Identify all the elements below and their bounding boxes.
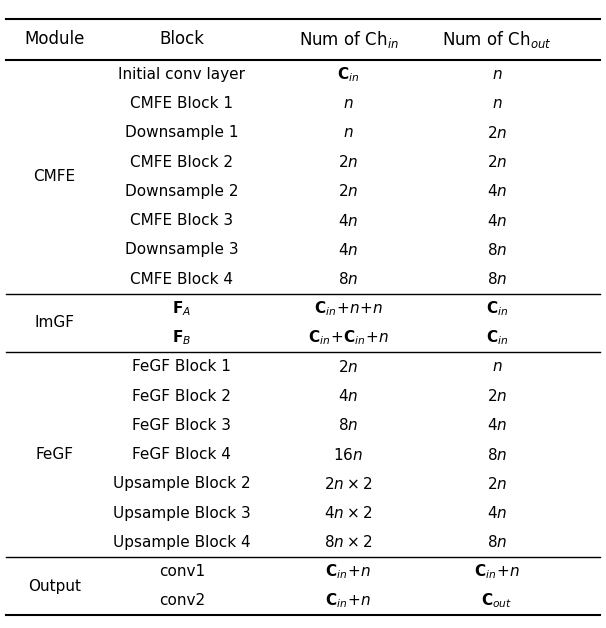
Text: Downsample 3: Downsample 3 xyxy=(125,242,239,257)
Text: $2n$: $2n$ xyxy=(338,183,359,199)
Text: Downsample 2: Downsample 2 xyxy=(125,184,239,199)
Text: CMFE: CMFE xyxy=(33,169,76,184)
Text: $2n$: $2n$ xyxy=(487,476,507,492)
Text: $2n$: $2n$ xyxy=(338,359,359,375)
Text: conv1: conv1 xyxy=(159,564,205,579)
Text: $n$: $n$ xyxy=(491,67,502,82)
Text: ImGF: ImGF xyxy=(35,315,75,330)
Text: $4n$: $4n$ xyxy=(338,212,359,229)
Text: $4n$: $4n$ xyxy=(487,505,507,521)
Text: Output: Output xyxy=(28,578,81,593)
Text: $8n$: $8n$ xyxy=(338,271,359,287)
Text: FeGF Block 1: FeGF Block 1 xyxy=(132,359,231,374)
Text: $\mathbf{C}_{in}$: $\mathbf{C}_{in}$ xyxy=(338,65,359,84)
Text: FeGF: FeGF xyxy=(36,447,73,462)
Text: Upsample Block 4: Upsample Block 4 xyxy=(113,535,251,550)
Text: $16n$: $16n$ xyxy=(333,447,364,463)
Text: $\mathbf{C}_{in}$: $\mathbf{C}_{in}$ xyxy=(486,328,508,347)
Text: Num of Ch$_{out}$: Num of Ch$_{out}$ xyxy=(442,29,551,50)
Text: FeGF Block 2: FeGF Block 2 xyxy=(132,389,231,404)
Text: $8n$: $8n$ xyxy=(487,271,507,287)
Text: $\mathbf{C}_{in}\!+\!n$: $\mathbf{C}_{in}\!+\!n$ xyxy=(325,562,371,581)
Text: conv2: conv2 xyxy=(159,593,205,609)
Text: $8n$: $8n$ xyxy=(487,534,507,550)
Text: Num of Ch$_{in}$: Num of Ch$_{in}$ xyxy=(299,29,398,50)
Text: $8n$: $8n$ xyxy=(487,242,507,258)
Text: $8n$: $8n$ xyxy=(487,447,507,463)
Text: $n$: $n$ xyxy=(491,359,502,374)
Text: $\mathbf{C}_{out}$: $\mathbf{C}_{out}$ xyxy=(481,592,513,610)
Text: $4n$: $4n$ xyxy=(338,388,359,404)
Text: $2n \times 2$: $2n \times 2$ xyxy=(324,476,373,492)
Text: $4n \times 2$: $4n \times 2$ xyxy=(324,505,373,521)
Text: $4n$: $4n$ xyxy=(487,183,507,199)
Text: CMFE Block 4: CMFE Block 4 xyxy=(130,271,233,286)
Text: FeGF Block 4: FeGF Block 4 xyxy=(132,447,231,462)
Text: $\mathbf{C}_{in}\!+\!\mathbf{C}_{in}\!+\!n$: $\mathbf{C}_{in}\!+\!\mathbf{C}_{in}\!+\… xyxy=(308,328,389,347)
Text: $8n \times 2$: $8n \times 2$ xyxy=(324,534,373,550)
Text: $n$: $n$ xyxy=(491,96,502,111)
Text: $8n$: $8n$ xyxy=(338,417,359,433)
Text: CMFE Block 3: CMFE Block 3 xyxy=(130,213,233,228)
Text: FeGF Block 3: FeGF Block 3 xyxy=(132,418,231,433)
Text: Upsample Block 2: Upsample Block 2 xyxy=(113,476,251,491)
Text: $2n$: $2n$ xyxy=(338,154,359,170)
Text: $4n$: $4n$ xyxy=(487,212,507,229)
Text: $n$: $n$ xyxy=(343,126,354,140)
Text: $\mathbf{C}_{in}\!+\!n$: $\mathbf{C}_{in}\!+\!n$ xyxy=(325,592,371,610)
Text: CMFE Block 1: CMFE Block 1 xyxy=(130,96,233,111)
Text: Downsample 1: Downsample 1 xyxy=(125,126,239,140)
Text: Block: Block xyxy=(159,30,204,48)
Text: $2n$: $2n$ xyxy=(487,388,507,404)
Text: Initial conv layer: Initial conv layer xyxy=(118,67,245,82)
Text: Upsample Block 3: Upsample Block 3 xyxy=(113,506,251,521)
Text: $2n$: $2n$ xyxy=(487,125,507,141)
Text: Module: Module xyxy=(24,30,85,48)
Text: $\mathbf{F}_{A}$: $\mathbf{F}_{A}$ xyxy=(172,299,191,318)
Text: $4n$: $4n$ xyxy=(338,242,359,258)
Text: $2n$: $2n$ xyxy=(487,154,507,170)
Text: $\mathbf{F}_{B}$: $\mathbf{F}_{B}$ xyxy=(172,328,191,347)
Text: $\mathbf{C}_{in}\!+\!n\!+\!n$: $\mathbf{C}_{in}\!+\!n\!+\!n$ xyxy=(314,299,383,318)
Text: $\mathbf{C}_{in}\!+\!n$: $\mathbf{C}_{in}\!+\!n$ xyxy=(474,562,520,581)
Text: $\mathbf{C}_{in}$: $\mathbf{C}_{in}$ xyxy=(486,299,508,318)
Text: $n$: $n$ xyxy=(343,96,354,111)
Text: CMFE Block 2: CMFE Block 2 xyxy=(130,154,233,170)
Text: $4n$: $4n$ xyxy=(487,417,507,433)
